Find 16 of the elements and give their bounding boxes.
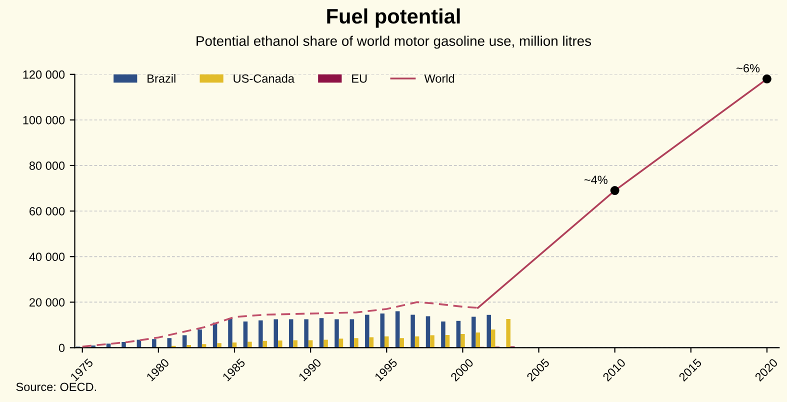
legend-label: US-Canada xyxy=(234,74,294,83)
y-tick-label: 40 000 xyxy=(29,252,65,262)
y-tick-label: 100 000 xyxy=(23,116,65,124)
chart-subtitle: Potential ethanol share of world motor gasoline use, million litres xyxy=(196,36,592,49)
y-tick-label: 0 xyxy=(58,344,65,352)
y-tick-label: 60 000 xyxy=(30,207,65,216)
annotation: ~4% xyxy=(584,176,608,184)
chart-title: Fuel potential xyxy=(327,8,460,28)
legend-label: Brazil xyxy=(148,74,176,83)
legend-label: EU xyxy=(352,74,367,83)
y-tick-label: 120 000 xyxy=(23,70,65,79)
source-note: Source: OECD. xyxy=(16,382,96,392)
y-tick-label: 80 000 xyxy=(29,162,65,170)
annotation: ~6% xyxy=(736,64,760,72)
y-tick-label: 20 000 xyxy=(30,298,65,307)
legend-label: World xyxy=(424,74,454,83)
